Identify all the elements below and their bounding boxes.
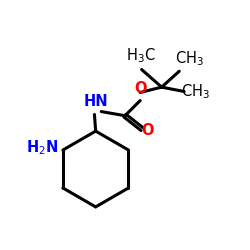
Text: O: O <box>141 123 154 138</box>
Text: H$_2$N: H$_2$N <box>26 139 58 158</box>
Text: O: O <box>134 81 147 96</box>
Text: H$_3$C: H$_3$C <box>126 46 155 65</box>
Text: HN: HN <box>84 94 109 109</box>
Text: CH$_3$: CH$_3$ <box>175 50 204 68</box>
Text: CH$_3$: CH$_3$ <box>182 82 210 101</box>
